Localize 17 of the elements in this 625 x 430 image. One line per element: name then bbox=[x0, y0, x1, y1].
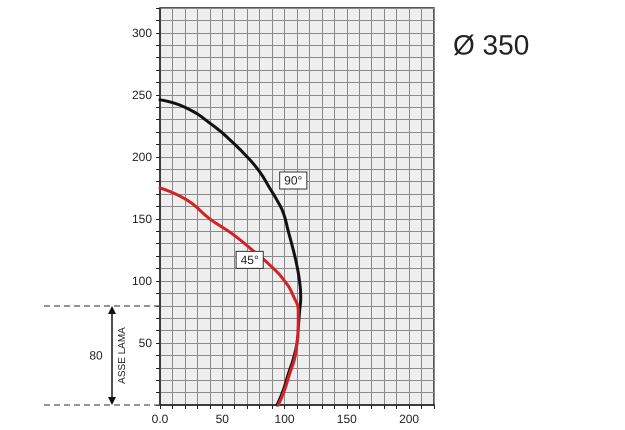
x-tick-label: 100 bbox=[274, 412, 295, 426]
text: 80 bbox=[89, 348, 103, 362]
annotation: 45° bbox=[240, 252, 259, 267]
y-tick-label: 250 bbox=[132, 88, 152, 102]
x-tick-label: 50 bbox=[216, 412, 230, 426]
text: ASSE LAMA bbox=[117, 326, 128, 384]
y-tick-label: 50 bbox=[138, 336, 152, 350]
y-tick-label: 100 bbox=[132, 274, 152, 288]
x-tick-label: 200 bbox=[399, 412, 420, 426]
y-tick-label: 150 bbox=[132, 212, 152, 226]
y-tick-label: 300 bbox=[132, 26, 152, 40]
x-tick-label: 0.0 bbox=[152, 412, 169, 426]
y-tick-label: 200 bbox=[132, 150, 152, 164]
x-tick-label: 150 bbox=[336, 412, 358, 426]
annotation: 90° bbox=[284, 173, 303, 188]
text: Ø 350 bbox=[453, 30, 530, 60]
line-series bbox=[158, 186, 300, 406]
